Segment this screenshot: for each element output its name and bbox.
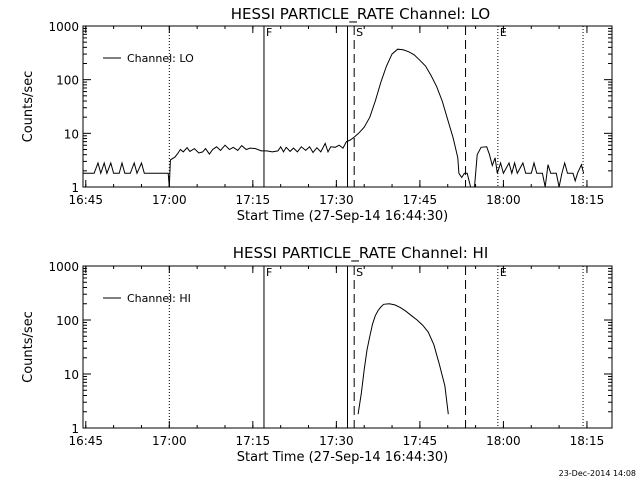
x-axis-label: Start Time (27-Sep-14 16:44:30) <box>237 209 448 224</box>
panel-title: HESSI PARTICLE_RATE Channel: HI <box>233 244 489 263</box>
x-tick-label: 18:15 <box>570 434 605 448</box>
y-tick-label: 10 <box>64 127 79 141</box>
x-tick-label: 17:15 <box>236 193 271 207</box>
y-tick-label: 1000 <box>48 260 79 274</box>
x-tick-label: 18:00 <box>486 434 521 448</box>
y-axis-label: Counts/sec <box>21 71 36 143</box>
event-marker-label: F <box>266 26 272 39</box>
series-line <box>357 303 449 415</box>
x-tick-label: 16:45 <box>68 434 103 448</box>
x-tick-label: 17:30 <box>319 434 354 448</box>
x-axis-label: Start Time (27-Sep-14 16:44:30) <box>237 450 448 465</box>
y-tick-label: 100 <box>56 314 79 328</box>
y-tick-label: 10 <box>64 368 79 382</box>
event-marker-label: S <box>356 26 363 39</box>
series-line <box>83 48 585 188</box>
x-tick-label: 17:00 <box>152 434 187 448</box>
x-tick-label: 17:45 <box>403 193 438 207</box>
y-tick-label: 1 <box>71 422 79 436</box>
x-tick-label: 18:15 <box>570 193 605 207</box>
panel-title: HESSI PARTICLE_RATE Channel: LO <box>231 5 490 24</box>
y-tick-label: 1000 <box>48 20 79 34</box>
x-tick-label: 17:15 <box>236 434 271 448</box>
x-tick-label: 17:00 <box>152 193 187 207</box>
legend-label: Channel: HI <box>127 292 191 305</box>
event-marker-label: E <box>500 26 507 39</box>
footer-timestamp: 23-Dec-2014 14:08 <box>559 469 636 478</box>
x-tick-label: 17:30 <box>319 193 354 207</box>
event-marker-label: E <box>500 266 507 279</box>
x-tick-label: 17:45 <box>403 434 438 448</box>
x-tick-label: 18:00 <box>486 193 521 207</box>
event-marker-label: F <box>266 266 272 279</box>
x-tick-label: 16:45 <box>68 193 103 207</box>
legend-label: Channel: LO <box>127 52 194 65</box>
y-tick-label: 1 <box>71 181 79 195</box>
event-marker-label: S <box>356 266 363 279</box>
y-axis-label: Counts/sec <box>21 311 36 383</box>
y-tick-label: 100 <box>56 74 79 88</box>
